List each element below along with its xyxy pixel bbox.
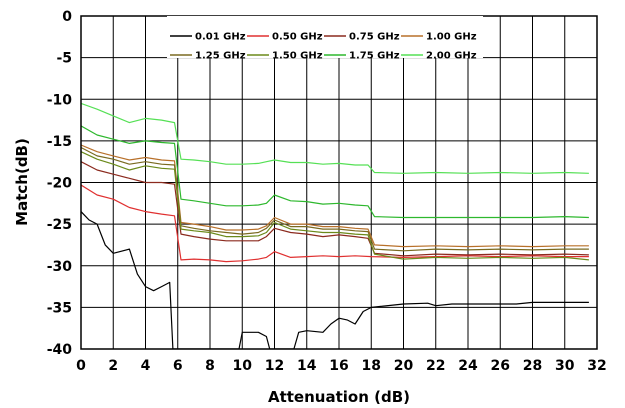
- x-tick-label: 26: [491, 358, 510, 374]
- y-tick-label: -40: [47, 342, 73, 358]
- x-tick-label: 2: [108, 358, 118, 374]
- x-tick-label: 30: [555, 358, 575, 374]
- y-tick-label: -25: [47, 217, 72, 233]
- x-tick-label: 20: [394, 358, 414, 374]
- x-tick-label: 28: [523, 358, 542, 374]
- x-tick-label: 4: [141, 358, 151, 374]
- x-tick-label: 32: [587, 358, 606, 374]
- y-tick-label: -10: [47, 92, 73, 108]
- x-tick-label: 14: [297, 358, 317, 374]
- series-line: [81, 144, 589, 248]
- series-line: [81, 151, 589, 261]
- legend-background: [167, 16, 483, 58]
- legend-label: 1.75 GHz: [349, 51, 400, 62]
- x-tick-label: 24: [458, 358, 478, 374]
- x-tick-label: 16: [329, 358, 348, 374]
- x-tick-label: 0: [76, 358, 86, 374]
- legend-label: 0.75 GHz: [349, 32, 400, 43]
- y-tick-label: -15: [47, 134, 72, 150]
- legend-label: 1.50 GHz: [272, 51, 323, 62]
- legend-label: 0.50 GHz: [272, 32, 323, 43]
- y-tick-label: -35: [47, 300, 72, 316]
- y-tick-label: -5: [56, 51, 72, 67]
- series-line: [81, 102, 589, 174]
- y-tick-label: 0: [62, 9, 72, 25]
- x-tick-label: 10: [233, 358, 253, 374]
- legend-label: 0.01 GHz: [195, 32, 246, 43]
- y-tick-label: -30: [47, 259, 73, 275]
- y-axis-title: Match(dB): [13, 138, 31, 226]
- x-tick-label: 6: [173, 358, 183, 374]
- x-tick-label: 18: [362, 358, 381, 374]
- x-tick-label: 12: [265, 358, 284, 374]
- series-layer: [81, 102, 589, 349]
- series-line: [81, 161, 589, 257]
- legend-label: 1.00 GHz: [426, 32, 477, 43]
- series-line: [81, 146, 589, 252]
- series-line: [81, 211, 589, 349]
- x-tick-label: 8: [205, 358, 215, 374]
- legend: 0.01 GHz 0.50 GHz 0.75 GHz 1.00 GHz 1.25 GHz…: [167, 16, 483, 62]
- tick-labels: 0 2 4 6 8 10 12 14 16 18 20 22 24 26 28 30 320-5-10-15-2…: [47, 9, 607, 374]
- series-line: [81, 184, 589, 263]
- legend-label: 2.00 GHz: [426, 51, 477, 62]
- x-axis-title: Attenuation (dB): [268, 388, 410, 406]
- series-line: [81, 125, 589, 219]
- x-tick-label: 22: [426, 358, 445, 374]
- y-tick-label: -20: [47, 176, 73, 192]
- legend-label: 1.25 GHz: [195, 51, 246, 62]
